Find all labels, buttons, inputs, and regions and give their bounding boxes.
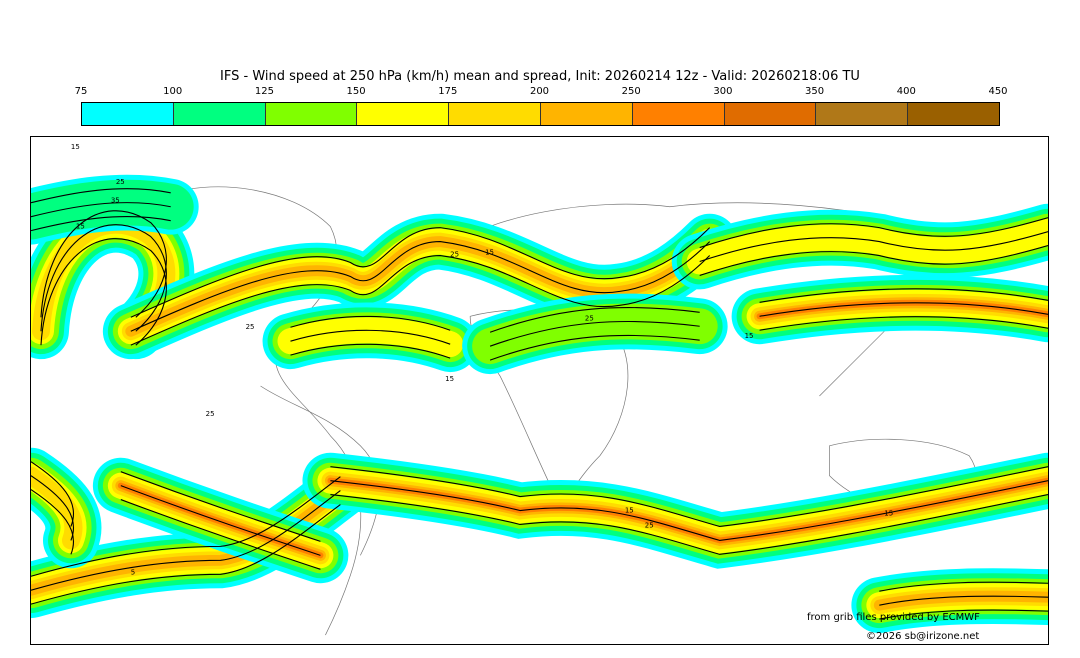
contour-label: 15 xyxy=(745,332,754,340)
colorbar-tick: 250 xyxy=(621,86,641,97)
contour-line xyxy=(759,302,1048,317)
colorbar-bin-3 xyxy=(357,103,450,125)
contour-line xyxy=(290,343,451,359)
contour-label: 15 xyxy=(445,375,454,383)
contour-line xyxy=(759,316,1048,331)
contour-line xyxy=(759,288,1048,303)
map-title: IFS - Wind speed at 250 hPa (km/h) mean … xyxy=(220,69,860,84)
contour-labels: 15 25 35 15 25 15 25 15 25 15 25 15 25 15 5 xyxy=(71,143,893,576)
contour-line xyxy=(330,494,1048,555)
contour-line xyxy=(40,238,167,346)
colorbar-bin-7 xyxy=(724,103,817,125)
contour-label: 15 xyxy=(884,510,893,518)
contour-line xyxy=(31,202,171,218)
contour-label: 25 xyxy=(116,178,125,186)
contour-lines xyxy=(31,188,1048,620)
jet-band xyxy=(31,179,194,240)
colorbar-tick: 350 xyxy=(805,86,825,97)
colorbar-tick: 150 xyxy=(346,86,366,97)
colorbar-bin-8 xyxy=(816,103,909,125)
contour-line xyxy=(31,216,171,232)
contour-line xyxy=(31,188,171,204)
contour-line xyxy=(130,227,711,318)
contour-line xyxy=(31,490,341,591)
contour-line xyxy=(879,581,1048,592)
colorbar-tick: 450 xyxy=(988,86,1008,97)
colorbar-tick: 125 xyxy=(254,86,274,97)
contour-line xyxy=(31,461,75,527)
copyright-credit: ©2026 sb@irizone.net xyxy=(866,631,980,642)
contour-line xyxy=(290,315,451,331)
data-source-credit: from grib files provided by ECMWF xyxy=(807,612,980,623)
contour-line xyxy=(120,471,321,542)
colorbar-bin-9 xyxy=(908,103,999,125)
contour-line xyxy=(31,476,341,577)
contour-line xyxy=(330,480,1048,541)
contour-label: 15 xyxy=(625,507,634,515)
contour-label: 25 xyxy=(450,251,459,259)
contour-line xyxy=(879,595,1048,606)
contour-line xyxy=(699,231,1048,263)
contour-line xyxy=(130,241,711,332)
contour-label: 25 xyxy=(645,521,654,529)
contour-line xyxy=(489,320,700,347)
contour-line xyxy=(489,306,700,333)
contour-line xyxy=(699,245,1048,276)
colorbar-tick: 400 xyxy=(896,86,916,97)
contour-line xyxy=(290,329,451,345)
contour-label: 25 xyxy=(246,323,255,331)
contour-line xyxy=(489,334,700,361)
colorbar xyxy=(81,102,1000,126)
contour-line xyxy=(31,489,75,555)
colorbar-tick: 75 xyxy=(74,86,88,97)
contour-line xyxy=(130,254,711,346)
colorbar-bin-5 xyxy=(540,103,633,125)
contour-line xyxy=(879,609,1048,620)
contour-label: 15 xyxy=(485,249,494,257)
contour-label: 15 xyxy=(71,143,80,151)
contour-line xyxy=(40,210,167,318)
colorbar-bin-2 xyxy=(265,103,358,125)
contour-label: 25 xyxy=(585,314,594,322)
contour-label: 15 xyxy=(76,223,85,231)
contour-line xyxy=(120,485,321,556)
contour-line xyxy=(31,475,75,541)
colorbar-tick: 200 xyxy=(529,86,550,97)
contour-label: 25 xyxy=(206,410,215,418)
contour-label: 5 xyxy=(131,568,135,576)
colorbar-tick: 175 xyxy=(438,86,458,97)
contour-label: 35 xyxy=(111,197,120,205)
colorbar-tick: 300 xyxy=(713,86,733,97)
colorbar-bin-0 xyxy=(82,103,174,125)
colorbar-bin-4 xyxy=(449,103,541,125)
colorbar-bin-1 xyxy=(173,103,266,125)
colorbar-tick: 100 xyxy=(163,86,183,97)
contour-line xyxy=(40,224,167,332)
contour-line xyxy=(330,466,1048,528)
contour-line xyxy=(699,217,1048,249)
contour-line xyxy=(120,499,321,570)
wind-speed-map: 15 25 35 15 25 15 25 15 25 15 25 15 25 15 5 xyxy=(30,136,1049,645)
jet-streams xyxy=(31,174,1048,634)
colorbar-bin-6 xyxy=(632,103,725,125)
